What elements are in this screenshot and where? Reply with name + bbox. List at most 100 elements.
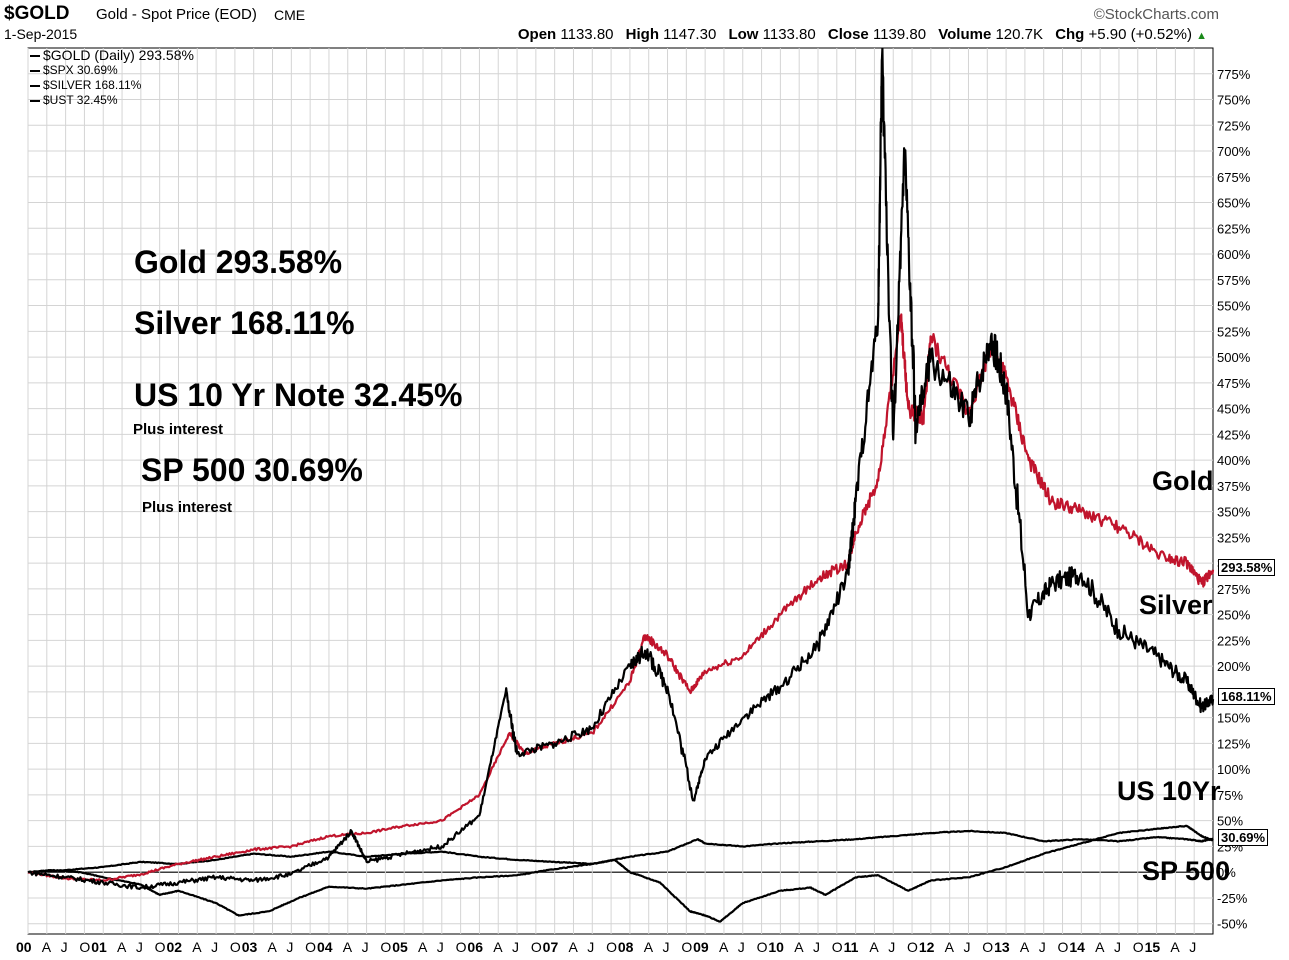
x-tick-label: 14 [1069, 939, 1085, 955]
y-tick-label: 225% [1217, 633, 1251, 648]
x-tick-label: J [738, 939, 745, 955]
x-tick-label: 01 [91, 939, 107, 955]
x-tick-label: 08 [618, 939, 634, 955]
exchange-label: CME [274, 7, 306, 23]
open-value: 1133.80 [560, 26, 614, 43]
x-tick-label: O [757, 939, 768, 955]
x-tick-label: J [663, 939, 670, 955]
y-tick-label: 350% [1217, 505, 1251, 520]
x-tick-label: 02 [166, 939, 182, 955]
chart-description: Gold - Spot Price (EOD) [96, 6, 257, 23]
x-tick-label: A [493, 939, 503, 955]
legend-swatch-icon [30, 84, 40, 87]
x-tick-label: A [42, 939, 52, 955]
open-label: Open [517, 26, 557, 43]
x-tick-label: A [117, 939, 127, 955]
symbol-title: $GOLD [4, 3, 70, 24]
legend-item-ust[interactable]: $UST 32.45% [30, 93, 194, 108]
x-tick-label: O [907, 939, 918, 955]
gold-line-label: Gold [1152, 466, 1214, 496]
legend: $GOLD (Daily) 293.58% $SPX 30.69% $SILVE… [30, 48, 194, 108]
y-tick-label: 550% [1217, 299, 1251, 314]
y-tick-label: 50% [1217, 814, 1243, 829]
up-arrow-icon: ▲ [1196, 30, 1207, 42]
ohlc-readout: Open 1133.80 High 1147.30 Low 1133.80 Cl… [518, 26, 1207, 43]
x-tick-label: A [719, 939, 729, 955]
x-tick-label: O [230, 939, 241, 955]
x-tick-label: A [192, 939, 202, 955]
y-tick-label: -50% [1217, 917, 1248, 932]
plot-area [27, 47, 1214, 935]
y-tick-label: 0% [1217, 865, 1236, 880]
x-tick-label: J [512, 939, 519, 955]
x-tick-label: A [1170, 939, 1180, 955]
y-tick-label: 750% [1217, 93, 1251, 108]
close-value: 1139.80 [872, 26, 927, 43]
x-tick-label: 00 [16, 939, 32, 955]
sp500-subnote: Plus interest [142, 499, 233, 516]
x-tick-label: J [587, 939, 594, 955]
x-tick-label: J [813, 939, 820, 955]
y-tick-label: 675% [1217, 170, 1251, 185]
x-tick-label: J [1114, 939, 1121, 955]
x-tick-label: A [1020, 939, 1030, 955]
x-tick-label: 11 [844, 939, 859, 955]
x-tick-label: J [61, 939, 68, 955]
legend-swatch-icon [30, 99, 40, 102]
legend-item-silver[interactable]: $SILVER 168.11% [30, 78, 194, 93]
x-tick-label: 13 [994, 939, 1010, 955]
x-tick-label: 07 [543, 939, 559, 955]
legend-item-gold[interactable]: $GOLD (Daily) 293.58% [30, 48, 194, 63]
y-tick-label: 150% [1217, 711, 1251, 726]
x-tick-label: A [343, 939, 353, 955]
x-tick-label: J [136, 939, 143, 955]
y-tick-label: 375% [1217, 479, 1251, 494]
y-tick-label: 575% [1217, 273, 1251, 288]
y-tick-label: 600% [1217, 247, 1251, 262]
x-tick-label: J [1039, 939, 1046, 955]
x-tick-label: J [1189, 939, 1196, 955]
y-tick-label: -25% [1217, 891, 1248, 906]
legend-item-spx[interactable]: $SPX 30.69% [30, 63, 194, 78]
y-tick-label: 250% [1217, 608, 1251, 623]
x-tick-label: O [1058, 939, 1069, 955]
close-label: Close [827, 26, 869, 43]
x-tick-label: 03 [242, 939, 258, 955]
y-tick-label: 475% [1217, 376, 1251, 391]
y-tick-label: 500% [1217, 350, 1251, 365]
x-tick-label: A [418, 939, 428, 955]
silver-annotation: Silver 168.11% [134, 305, 355, 341]
x-tick-label: O [531, 939, 542, 955]
y-tick-label: 400% [1217, 453, 1251, 468]
high-label: High [625, 26, 659, 43]
stockcharts-brand: ©StockCharts.com [1093, 6, 1219, 23]
x-tick-label: J [286, 939, 293, 955]
series-line-spx [27, 824, 1214, 923]
gold-last-value-badge: 293.58% [1218, 559, 1276, 576]
y-tick-label: 125% [1217, 736, 1251, 751]
y-tick-label: 100% [1217, 762, 1251, 777]
series-line-silver [27, 47, 1215, 890]
x-tick-label: J [211, 939, 218, 955]
gold-annotation: Gold 293.58% [134, 244, 343, 280]
sp500-annotation: SP 500 30.69% [141, 452, 363, 488]
x-tick-label: O [982, 939, 993, 955]
y-tick-label: 75% [1217, 788, 1243, 803]
legend-label: $SILVER 168.11% [43, 78, 142, 92]
x-tick-label: 09 [693, 939, 709, 955]
x-tick-label: A [568, 939, 578, 955]
x-tick-label: O [832, 939, 843, 955]
x-tick-label: J [362, 939, 369, 955]
x-tick-label: O [456, 939, 467, 955]
volume-value: 120.7K [995, 26, 1044, 43]
chart-date: 1-Sep-2015 [4, 26, 78, 42]
y-tick-label: 650% [1217, 196, 1251, 211]
chg-value: +5.90 (+0.52%) [1088, 26, 1192, 43]
legend-swatch-icon [30, 54, 40, 57]
y-tick-label: 775% [1217, 67, 1251, 82]
x-tick-label: A [644, 939, 654, 955]
us10yr-subnote: Plus interest [133, 421, 224, 438]
y-tick-label: 525% [1217, 324, 1251, 339]
low-value: 1133.80 [762, 26, 816, 43]
